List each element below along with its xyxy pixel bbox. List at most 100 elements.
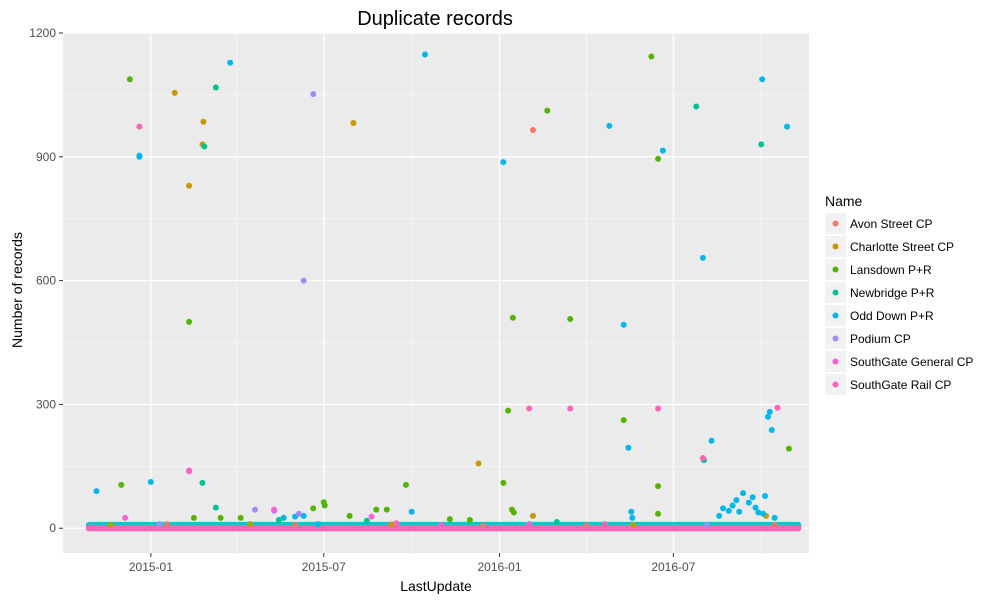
legend-label: Lansdown P+R (850, 263, 932, 277)
data-point (393, 520, 400, 527)
data-point (759, 76, 766, 83)
data-point (567, 316, 574, 322)
data-point (237, 514, 244, 521)
data-point (749, 494, 756, 501)
data-point (186, 182, 193, 189)
data-point (784, 123, 791, 130)
data-point (725, 507, 732, 514)
chart-title: Duplicate records (357, 8, 513, 30)
data-point (699, 455, 706, 462)
data-point (466, 516, 473, 523)
data-point (529, 512, 536, 519)
legend: Name Avon Street CP Charlotte Street CP La… (825, 193, 973, 395)
data-point (295, 510, 302, 517)
data-point (136, 123, 143, 130)
data-point (199, 479, 206, 486)
data-point (275, 516, 282, 523)
data-point (736, 508, 743, 515)
x-axis: 2015-01 2015-07 2016-01 2016-07 (129, 553, 696, 574)
legend-label: Odd Down P+R (850, 309, 934, 323)
data-point (655, 483, 662, 490)
legend-key-dot (832, 312, 839, 319)
data-point (300, 512, 307, 519)
data-point (212, 504, 219, 511)
data-point (280, 514, 287, 521)
data-point (758, 141, 765, 148)
data-point (480, 522, 487, 529)
data-point (762, 493, 769, 500)
legend-label: Charlotte Street CP (850, 240, 954, 254)
data-point (745, 499, 752, 506)
data-point (606, 122, 613, 129)
data-point (583, 522, 590, 529)
data-point (720, 505, 727, 512)
data-point (201, 143, 208, 150)
y-tick-label: 600 (36, 274, 56, 288)
data-point (510, 509, 517, 516)
data-point (500, 479, 507, 486)
y-tick-label: 1200 (29, 26, 56, 40)
data-points (93, 51, 792, 529)
data-point (292, 521, 299, 528)
data-point (768, 427, 775, 434)
data-point (716, 512, 723, 519)
data-point (363, 517, 370, 524)
legend-title: Name (825, 193, 863, 209)
data-point (107, 521, 114, 528)
data-point (601, 521, 608, 528)
data-point (620, 417, 627, 424)
data-point (659, 147, 666, 154)
data-point (310, 505, 317, 512)
data-point (446, 516, 453, 523)
data-point (526, 405, 533, 412)
data-point (625, 444, 632, 451)
grid-lines (62, 32, 809, 553)
data-point (526, 521, 533, 528)
data-point (147, 479, 154, 486)
data-point (655, 155, 662, 162)
data-point (373, 506, 380, 513)
legend-label: Podium CP (850, 332, 911, 346)
x-tick-label: 2015-01 (129, 560, 173, 574)
data-point (629, 514, 636, 521)
x-tick-label: 2015-07 (302, 560, 346, 574)
data-point (774, 404, 781, 411)
data-point (408, 508, 415, 515)
data-point (368, 513, 375, 520)
data-point (350, 119, 357, 126)
data-point (771, 514, 778, 521)
data-point (156, 521, 163, 528)
data-point (217, 514, 224, 521)
data-point (764, 413, 771, 420)
x-axis-label: LastUpdate (400, 578, 472, 594)
legend-label: Newbridge P+R (850, 286, 935, 300)
data-point (509, 314, 516, 321)
legend-key-dot (832, 335, 839, 342)
data-point (630, 521, 637, 528)
data-point (752, 504, 759, 511)
data-point (315, 521, 322, 528)
data-point (118, 481, 125, 488)
legend-items: Avon Street CP Charlotte Street CP Lansdow… (825, 213, 973, 395)
data-point (186, 318, 193, 325)
data-point (708, 437, 715, 444)
data-point (785, 445, 792, 452)
data-point (771, 521, 778, 528)
data-point (766, 408, 773, 415)
legend-key-dot (832, 266, 839, 273)
legend-key-dot (832, 220, 839, 227)
baseline-band-southgate-rail (85, 525, 802, 532)
data-point (227, 59, 234, 66)
data-point (190, 514, 197, 521)
data-point (300, 277, 307, 284)
legend-key-dot (832, 289, 839, 296)
x-tick-label: 2016-01 (477, 560, 521, 574)
data-point (422, 51, 429, 58)
y-tick-label: 0 (49, 521, 56, 535)
data-point (321, 502, 328, 509)
data-point (126, 76, 133, 83)
data-point (122, 514, 129, 521)
data-point (628, 508, 635, 515)
data-point (505, 407, 512, 414)
